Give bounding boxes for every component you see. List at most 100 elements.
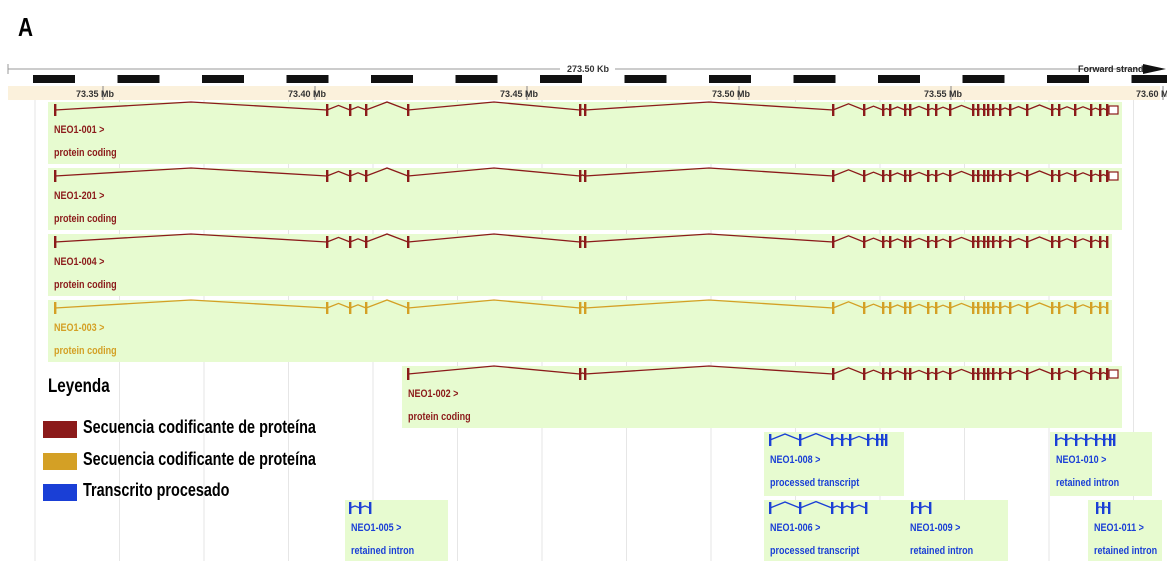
exon bbox=[1074, 170, 1077, 182]
intron bbox=[1074, 106, 1092, 111]
exon bbox=[584, 170, 587, 182]
exon bbox=[977, 170, 980, 182]
transcript-name-neo1-001[interactable]: NEO1-001 > bbox=[54, 124, 105, 136]
exon bbox=[863, 170, 866, 182]
intron bbox=[799, 500, 833, 509]
transcript-name-neo1-002[interactable]: NEO1-002 > bbox=[408, 388, 459, 400]
intron bbox=[407, 365, 581, 375]
exon bbox=[1009, 368, 1012, 380]
intron bbox=[949, 236, 974, 243]
exon bbox=[863, 302, 866, 314]
transcript-biotype-neo1-001: protein coding bbox=[54, 147, 117, 159]
exon bbox=[1108, 502, 1111, 514]
exon bbox=[584, 104, 587, 116]
exon bbox=[983, 302, 986, 314]
exon bbox=[987, 170, 990, 182]
ruler-bar-block bbox=[202, 75, 244, 83]
exon bbox=[949, 170, 952, 182]
intron bbox=[1065, 437, 1077, 441]
exon bbox=[841, 434, 844, 446]
exon bbox=[863, 368, 866, 380]
gene-model-neo1-002 bbox=[407, 365, 1119, 380]
intron bbox=[326, 236, 351, 243]
legend-title: Leyenda bbox=[48, 376, 110, 397]
exon bbox=[909, 236, 912, 248]
exon bbox=[919, 502, 922, 514]
exon bbox=[889, 368, 892, 380]
exon bbox=[349, 302, 352, 314]
intron bbox=[359, 505, 371, 509]
transcript-name-neo1-011[interactable]: NEO1-011 > bbox=[1094, 522, 1144, 534]
ruler-bar-block bbox=[455, 75, 498, 83]
exon bbox=[935, 368, 938, 380]
exon bbox=[1085, 434, 1088, 446]
intron bbox=[584, 167, 834, 177]
transcript-biotype-neo1-005: retained intron bbox=[351, 545, 415, 557]
exon bbox=[1090, 170, 1093, 182]
intron bbox=[1090, 107, 1101, 111]
intron bbox=[1009, 369, 1028, 375]
exon bbox=[972, 104, 975, 116]
intron bbox=[1074, 370, 1092, 375]
ruler-label: 73.35 Mb bbox=[76, 89, 115, 99]
exon bbox=[349, 104, 352, 116]
exon bbox=[769, 502, 772, 514]
intron bbox=[349, 304, 367, 309]
exon bbox=[365, 104, 368, 116]
exon bbox=[769, 434, 772, 446]
exon bbox=[992, 236, 995, 248]
transcript-panel-neo1-005 bbox=[345, 500, 448, 561]
ruler-label: 73.60 Mb bbox=[1136, 89, 1167, 99]
exon bbox=[949, 368, 952, 380]
intron bbox=[407, 233, 581, 243]
intron bbox=[909, 105, 929, 111]
ruler-bar-block bbox=[286, 75, 329, 83]
exon bbox=[1106, 302, 1109, 314]
exon bbox=[885, 434, 888, 446]
transcript-name-neo1-006[interactable]: NEO1-006 > bbox=[770, 522, 821, 534]
exon bbox=[831, 434, 834, 446]
exon bbox=[349, 236, 352, 248]
transcript-name-neo1-008[interactable]: NEO1-008 > bbox=[770, 454, 821, 466]
transcript-name-neo1-201[interactable]: NEO1-201 > bbox=[54, 190, 105, 202]
intron bbox=[1075, 437, 1087, 441]
intron bbox=[349, 172, 367, 177]
intron bbox=[863, 171, 884, 177]
intron bbox=[1058, 172, 1076, 177]
exon bbox=[1109, 434, 1112, 446]
exon bbox=[584, 302, 587, 314]
exon bbox=[326, 104, 329, 116]
intron bbox=[407, 101, 581, 111]
transcript-name-neo1-003[interactable]: NEO1-003 > bbox=[54, 322, 105, 334]
exon bbox=[972, 170, 975, 182]
intron bbox=[935, 106, 951, 111]
transcript-name-neo1-009[interactable]: NEO1-009 > bbox=[910, 522, 961, 534]
exon bbox=[1074, 302, 1077, 314]
exon bbox=[1102, 502, 1105, 514]
intron bbox=[365, 101, 409, 111]
exon bbox=[927, 302, 930, 314]
intron bbox=[999, 173, 1011, 177]
exon bbox=[831, 502, 834, 514]
exon bbox=[1099, 170, 1102, 182]
exon bbox=[832, 104, 835, 116]
exon bbox=[579, 302, 582, 314]
transcript-biotype-neo1-010: retained intron bbox=[1056, 477, 1120, 489]
legend-swatch-processed bbox=[43, 484, 77, 501]
transcript-name-neo1-004[interactable]: NEO1-004 > bbox=[54, 256, 105, 268]
transcript-name-neo1-005[interactable]: NEO1-005 > bbox=[351, 522, 402, 534]
transcript-name-neo1-010[interactable]: NEO1-010 > bbox=[1056, 454, 1107, 466]
exon bbox=[407, 170, 410, 182]
ruler-bar-block bbox=[962, 75, 1005, 83]
intron bbox=[889, 238, 906, 243]
exon bbox=[1074, 104, 1077, 116]
gene-model-neo1-005 bbox=[349, 502, 372, 514]
exon bbox=[935, 302, 938, 314]
exon bbox=[987, 104, 990, 116]
exon bbox=[1051, 104, 1054, 116]
exon bbox=[1058, 368, 1061, 380]
intron bbox=[584, 233, 834, 243]
intron bbox=[831, 505, 843, 509]
exon bbox=[1074, 236, 1077, 248]
exon bbox=[999, 236, 1002, 248]
